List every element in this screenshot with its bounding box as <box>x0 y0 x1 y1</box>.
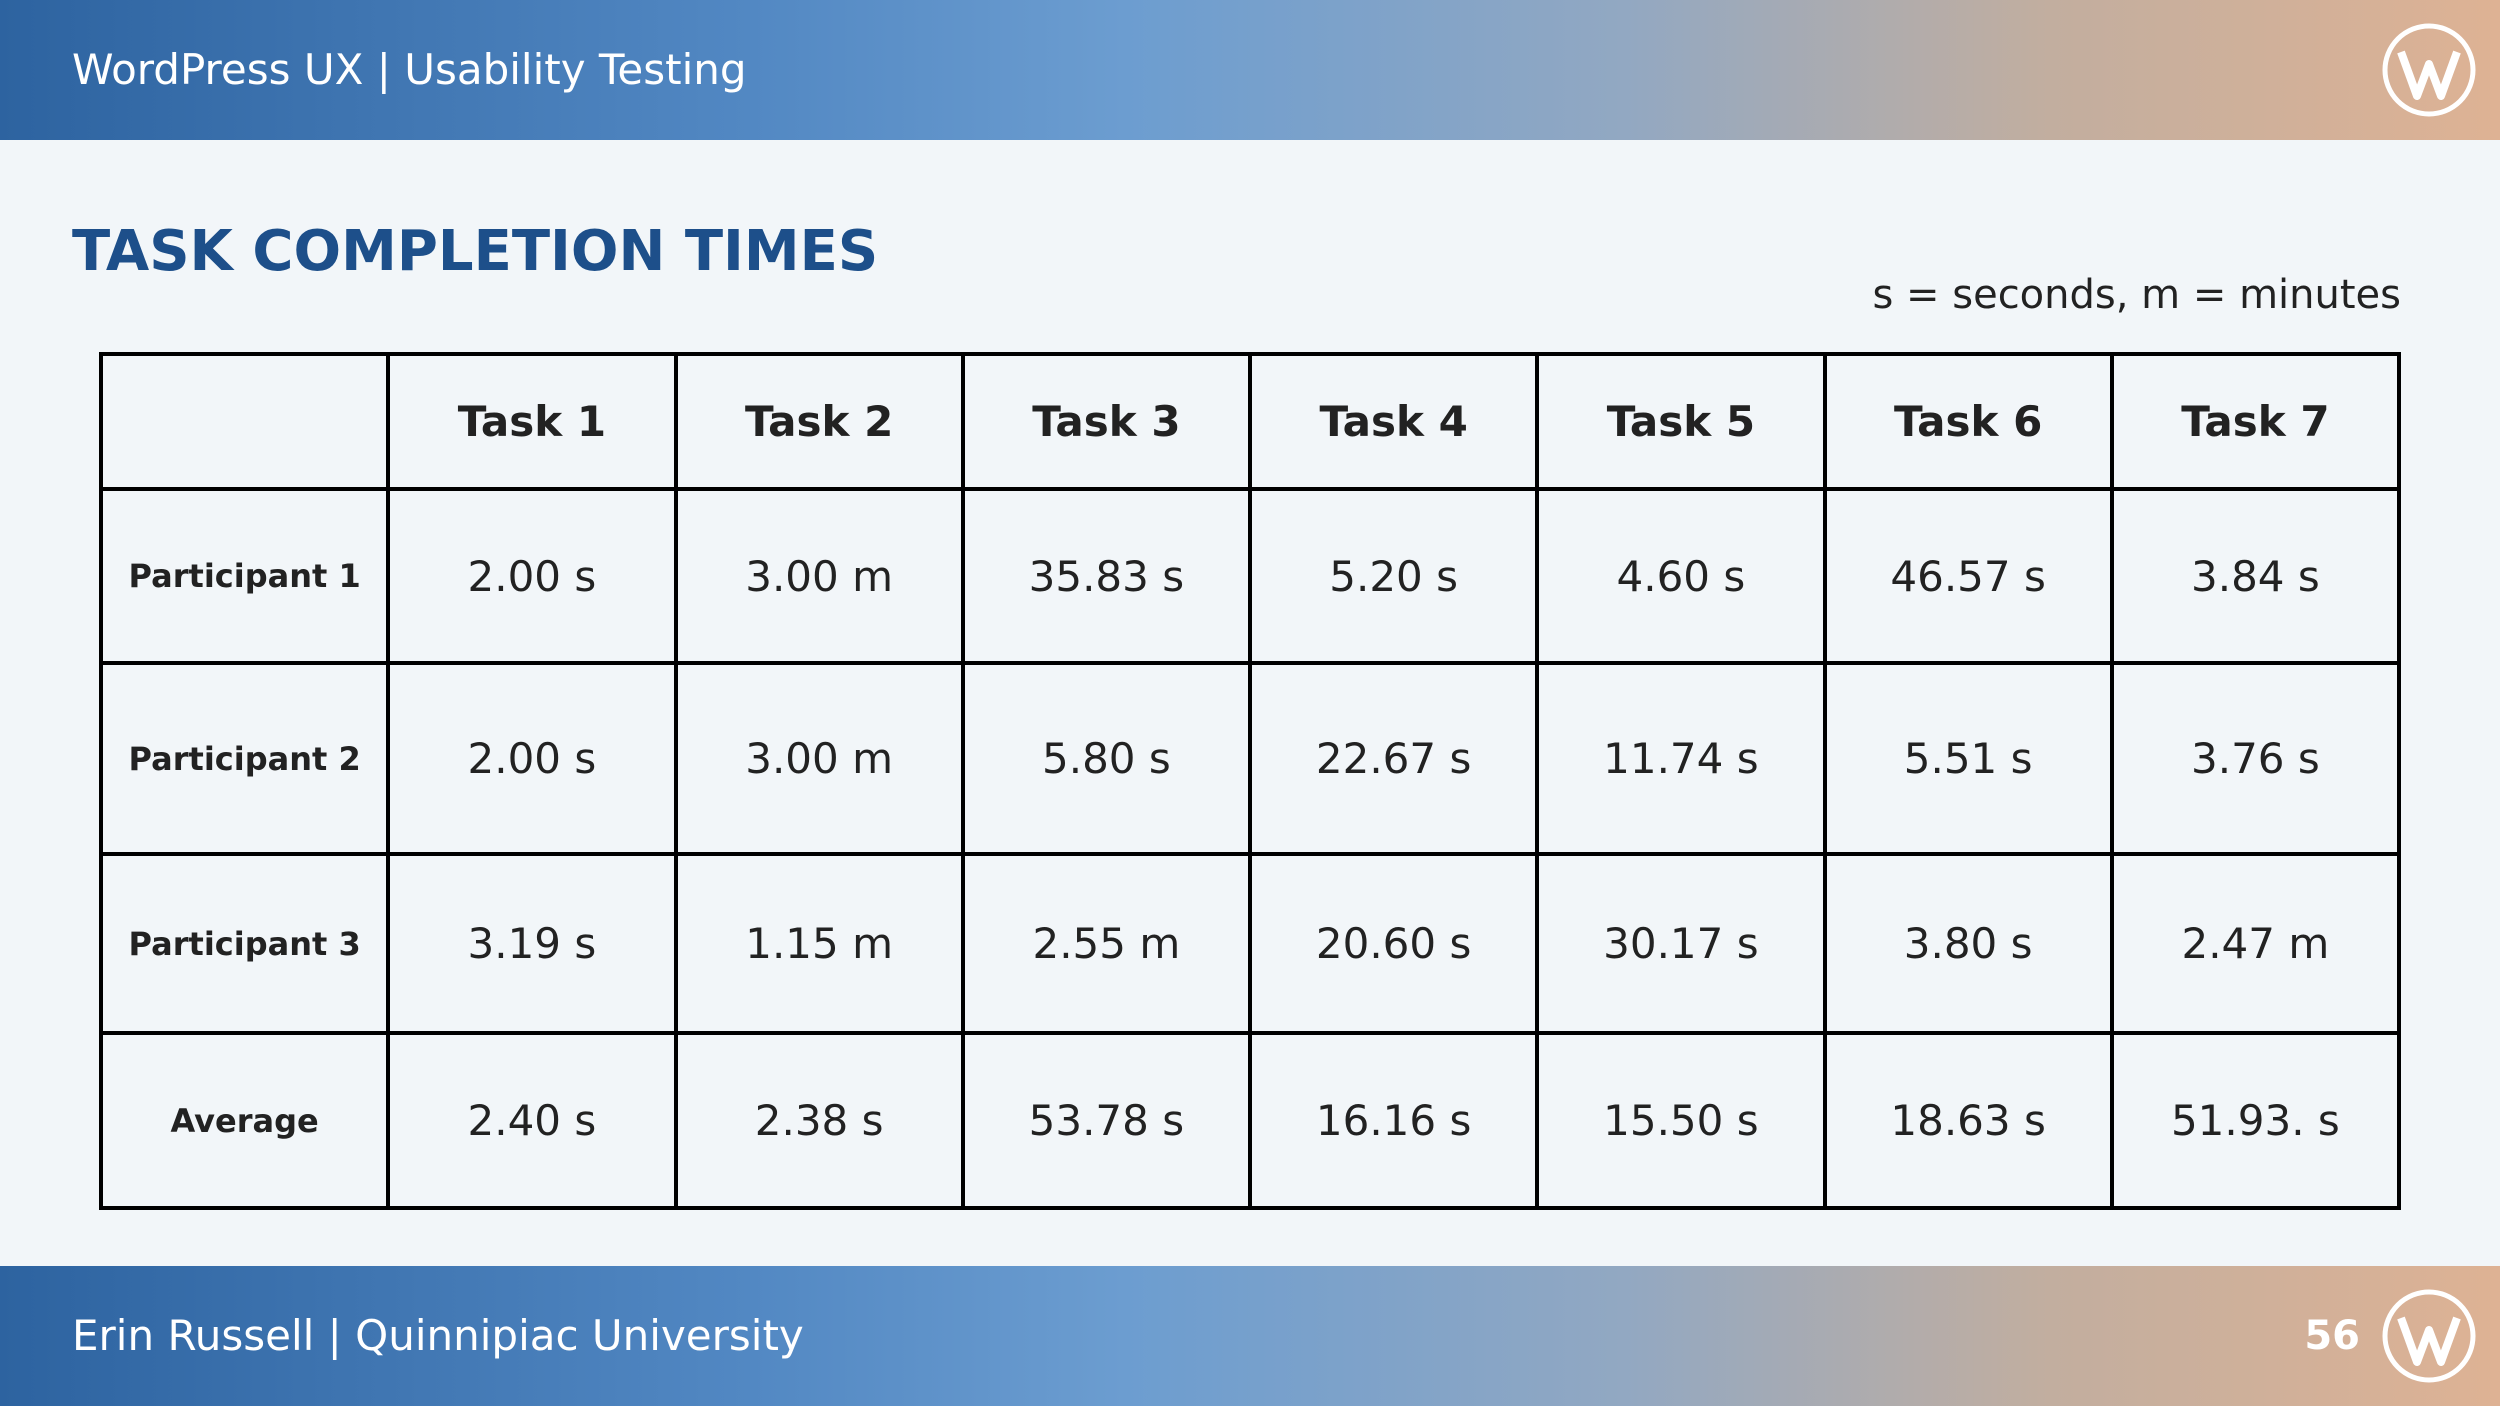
time-cell: 5.51 s <box>1822 661 2114 856</box>
time-cell: 53.78 s <box>960 1031 1253 1210</box>
time-cell: 51.93. s <box>2109 1031 2402 1210</box>
column-header: Task 7 <box>2109 352 2402 491</box>
row-label: Participant 3 <box>98 852 391 1035</box>
corner-cell <box>98 352 391 491</box>
time-cell: 3.00 m <box>673 487 965 665</box>
header-bar: WordPress UX | Usability Testing <box>0 0 2500 140</box>
time-cell: 16.16 s <box>1247 1031 1540 1210</box>
time-cell: 22.67 s <box>1247 661 1540 856</box>
time-cell: 2.38 s <box>673 1031 965 1210</box>
time-cell: 30.17 s <box>1535 852 1827 1035</box>
column-header: Task 5 <box>1535 352 1827 491</box>
table-row: Average 2.40 s 2.38 s 53.78 s 16.16 s 15.50 s… <box>98 1031 2402 1210</box>
time-cell: 3.19 s <box>386 852 678 1035</box>
times-table: Task 1 Task 2 Task 3 Task 4 Task 5 Task 6 Task… <box>98 352 2402 1210</box>
time-cell: 5.80 s <box>960 661 1253 856</box>
time-cell: 2.47 m <box>2109 852 2402 1035</box>
time-cell: 15.50 s <box>1535 1031 1827 1210</box>
column-header: Task 4 <box>1247 352 1540 491</box>
time-cell: 2.55 m <box>960 852 1253 1035</box>
time-cell: 20.60 s <box>1247 852 1540 1035</box>
time-cell: 46.57 s <box>1822 487 2114 665</box>
header-title: WordPress UX | Usability Testing <box>72 45 747 94</box>
time-cell: 2.00 s <box>386 661 678 856</box>
column-header: Task 2 <box>673 352 965 491</box>
header-row: Task 1 Task 2 Task 3 Task 4 Task 5 Task 6 Task… <box>98 352 2402 491</box>
table-body: Participant 1 2.00 s 3.00 m 35.83 s 5.20 s 4.… <box>98 487 2402 1210</box>
time-cell: 1.15 m <box>673 852 965 1035</box>
column-header: Task 6 <box>1822 352 2114 491</box>
row-label: Participant 2 <box>98 661 391 856</box>
time-cell: 4.60 s <box>1535 487 1827 665</box>
footer-author: Erin Russell | Quinnipiac University <box>72 1311 804 1360</box>
row-label: Average <box>98 1031 391 1210</box>
time-cell: 5.20 s <box>1247 487 1540 665</box>
wordpress-logo <box>2382 1289 2476 1383</box>
slide-title: TASK COMPLETION TIMES <box>72 219 879 284</box>
time-cell: 2.00 s <box>386 487 678 665</box>
time-cell: 18.63 s <box>1822 1031 2114 1210</box>
column-header: Task 3 <box>960 352 1253 491</box>
time-cell: 3.80 s <box>1822 852 2114 1035</box>
row-label: Participant 1 <box>98 487 391 665</box>
time-cell: 11.74 s <box>1535 661 1827 856</box>
page-number: 56 <box>2304 1313 2360 1359</box>
footer-bar: Erin Russell | Quinnipiac University 56 <box>0 1266 2500 1406</box>
column-header: Task 1 <box>386 352 678 491</box>
time-cell: 2.40 s <box>386 1031 678 1210</box>
table-row: Participant 2 2.00 s 3.00 m 5.80 s 22.67 s 11… <box>98 661 2402 856</box>
wordpress-logo <box>2382 23 2476 117</box>
table-row: Participant 1 2.00 s 3.00 m 35.83 s 5.20 s 4.… <box>98 487 2402 665</box>
time-cell: 3.00 m <box>673 661 965 856</box>
time-cell: 3.84 s <box>2109 487 2402 665</box>
units-note: s = seconds, m = minutes <box>1872 272 2401 318</box>
time-cell: 35.83 s <box>960 487 1253 665</box>
table-row: Participant 3 3.19 s 1.15 m 2.55 m 20.60 s 30… <box>98 852 2402 1035</box>
time-cell: 3.76 s <box>2109 661 2402 856</box>
